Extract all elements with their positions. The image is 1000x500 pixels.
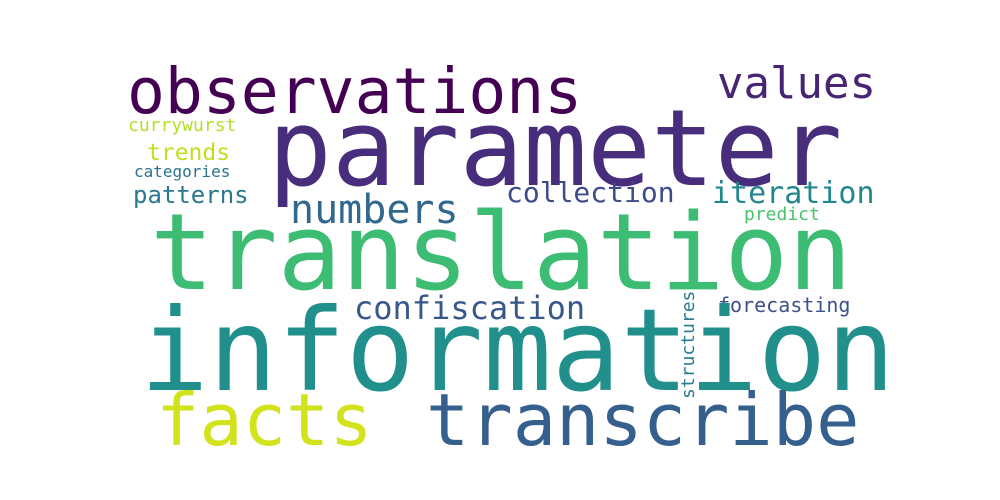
- word-numbers: numbers: [290, 187, 459, 233]
- word-parameter: parameter: [268, 87, 843, 210]
- word-information: information: [140, 284, 895, 417]
- word-predict: predict: [744, 204, 820, 225]
- word-iteration: iteration: [712, 176, 875, 211]
- word-collection: collection: [506, 176, 675, 209]
- word-categories: categories: [134, 162, 231, 181]
- word-confiscation: confiscation: [354, 289, 586, 327]
- word-translation: translation: [150, 191, 852, 314]
- word-transcribe: transcribe: [426, 378, 860, 462]
- word-currywurst: currywurst: [128, 115, 237, 136]
- word-observations: observations: [127, 55, 583, 128]
- word-trends: trends: [147, 140, 231, 166]
- word-patterns: patterns: [133, 181, 249, 209]
- word-forecasting: forecasting: [718, 293, 851, 317]
- word-facts: facts: [156, 378, 373, 462]
- word-values: values: [717, 58, 876, 109]
